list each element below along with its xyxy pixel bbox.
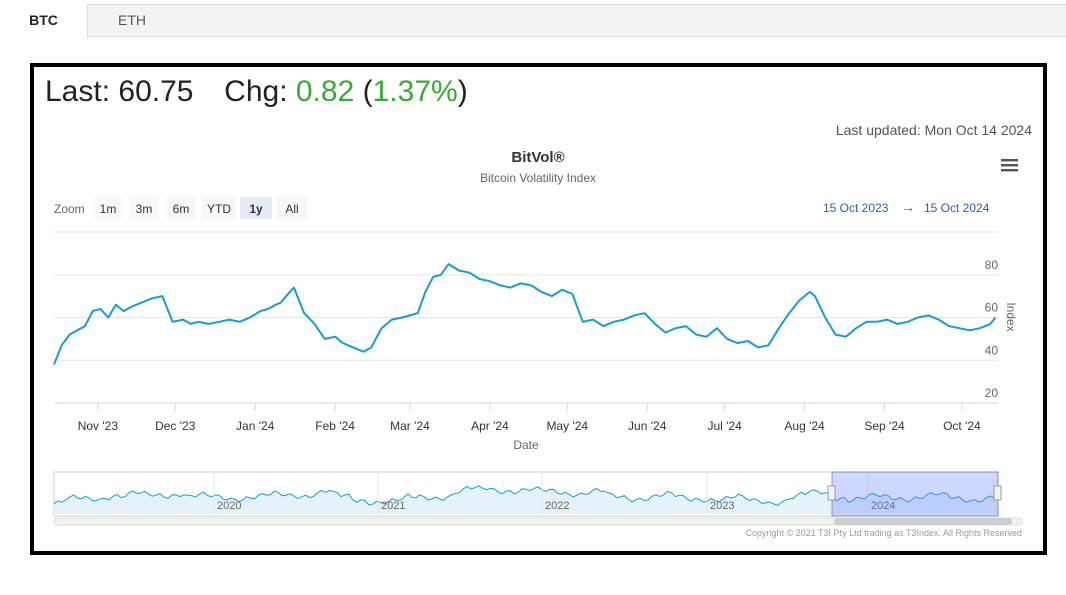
x-tick-label: Mar '24 <box>390 419 430 433</box>
zoom-button-6m[interactable]: 6m <box>166 197 196 219</box>
navigator-area <box>54 485 998 514</box>
grid-lines <box>54 231 998 404</box>
x-tick-label: Aug '24 <box>784 419 825 433</box>
x-tick-label: Apr '24 <box>471 419 509 433</box>
change-label: Chg: <box>224 75 288 108</box>
last-updated: Last updated: Mon Oct 14 2024 <box>835 122 1032 138</box>
navigator-line <box>53 485 999 506</box>
zoom-button-label: All <box>285 202 298 216</box>
zoom-button-1m[interactable]: 1m <box>94 197 122 219</box>
zoom-button-label: 6m <box>173 202 190 216</box>
x-tick-label: Jul '24 <box>707 419 742 433</box>
y-tick-label: 80 <box>985 258 999 272</box>
navigator-year-label: 2024 <box>871 500 895 512</box>
zoom-button-ytd[interactable]: YTD <box>202 197 236 219</box>
range-arrow: → <box>901 199 915 215</box>
quote-line: Last: 60.75 Chg: 0.82 (1.37%) <box>45 75 468 109</box>
x-tick-label: May '24 <box>546 419 588 433</box>
navigator: 2020 2021 2022 2023 2024 <box>53 471 1023 526</box>
menu-icon[interactable] <box>998 154 1022 176</box>
change-value: 0.82 <box>295 75 355 108</box>
navigator-handle-left[interactable] <box>827 485 836 501</box>
chart-subtitle: Bitcoin Volatility Index <box>480 171 596 185</box>
y-axis: 20 40 60 80 <box>985 258 999 400</box>
zoom-label: Zoom <box>54 202 85 216</box>
x-axis: Nov '23 Dec '23 Jan '24 Feb '24 Mar '24 Apr '… <box>78 403 981 433</box>
x-tick-label: Sep '24 <box>864 419 905 433</box>
y-tick-label: 40 <box>985 343 999 357</box>
y-tick-label: 20 <box>985 386 999 400</box>
range-to[interactable]: 15 Oct 2024 <box>924 201 990 215</box>
x-tick-label: Jun '24 <box>628 419 667 433</box>
navigator-year-label: 2023 <box>710 500 734 512</box>
x-tick-label: Feb '24 <box>315 419 355 433</box>
zoom-button-label: YTD <box>207 202 231 216</box>
navigator-year-label: 2022 <box>545 500 569 512</box>
zoom-button-1y[interactable]: 1y <box>240 197 272 219</box>
last-label: Last: <box>45 75 111 108</box>
x-axis-title: Date <box>513 438 539 452</box>
navigator-year-labels: 2020 2021 2022 2023 2024 <box>213 472 895 516</box>
chart-title: BitVol® <box>511 149 564 166</box>
zoom-button-label: 3m <box>136 202 153 216</box>
zoom-button-3m[interactable]: 3m <box>129 197 159 219</box>
change-percent: 1.37% <box>372 75 458 108</box>
x-tick-label: Oct '24 <box>943 419 981 433</box>
navigator-year-label: 2021 <box>381 500 405 512</box>
scrollbar-track[interactable] <box>53 517 1023 526</box>
change-close-paren: ) <box>457 75 468 108</box>
navigator-selection[interactable] <box>831 471 999 517</box>
x-tick-label: Nov '23 <box>78 419 119 433</box>
series-line-bitvol <box>53 263 997 365</box>
y-axis-title: Index <box>1004 302 1018 331</box>
y-tick-label: 60 <box>985 301 999 315</box>
zoom-button-all[interactable]: All <box>277 197 307 219</box>
tab-btc[interactable]: BTC <box>0 4 88 38</box>
last-value: 60.75 <box>118 75 194 108</box>
navigator-handle-right[interactable] <box>993 485 1002 501</box>
tab-eth[interactable]: ETH <box>118 12 146 28</box>
scrollbar-thumb[interactable] <box>834 518 1012 525</box>
zoom-button-label: 1m <box>100 202 117 216</box>
zoom-buttons: 1m 3m 6m YTD 1y All <box>94 197 307 219</box>
asset-tabs: BTC ETH <box>0 4 1066 38</box>
x-tick-label: Dec '23 <box>155 419 196 433</box>
change-open-paren: ( <box>362 75 373 108</box>
navigator-year-label: 2020 <box>217 500 241 512</box>
zoom-button-label: 1y <box>249 202 263 216</box>
x-tick-label: Jan '24 <box>236 419 275 433</box>
chart-credits[interactable]: Copyright © 2021 T3I Pty Ltd trading as … <box>746 528 1022 538</box>
range-from[interactable]: 15 Oct 2023 <box>823 201 889 215</box>
